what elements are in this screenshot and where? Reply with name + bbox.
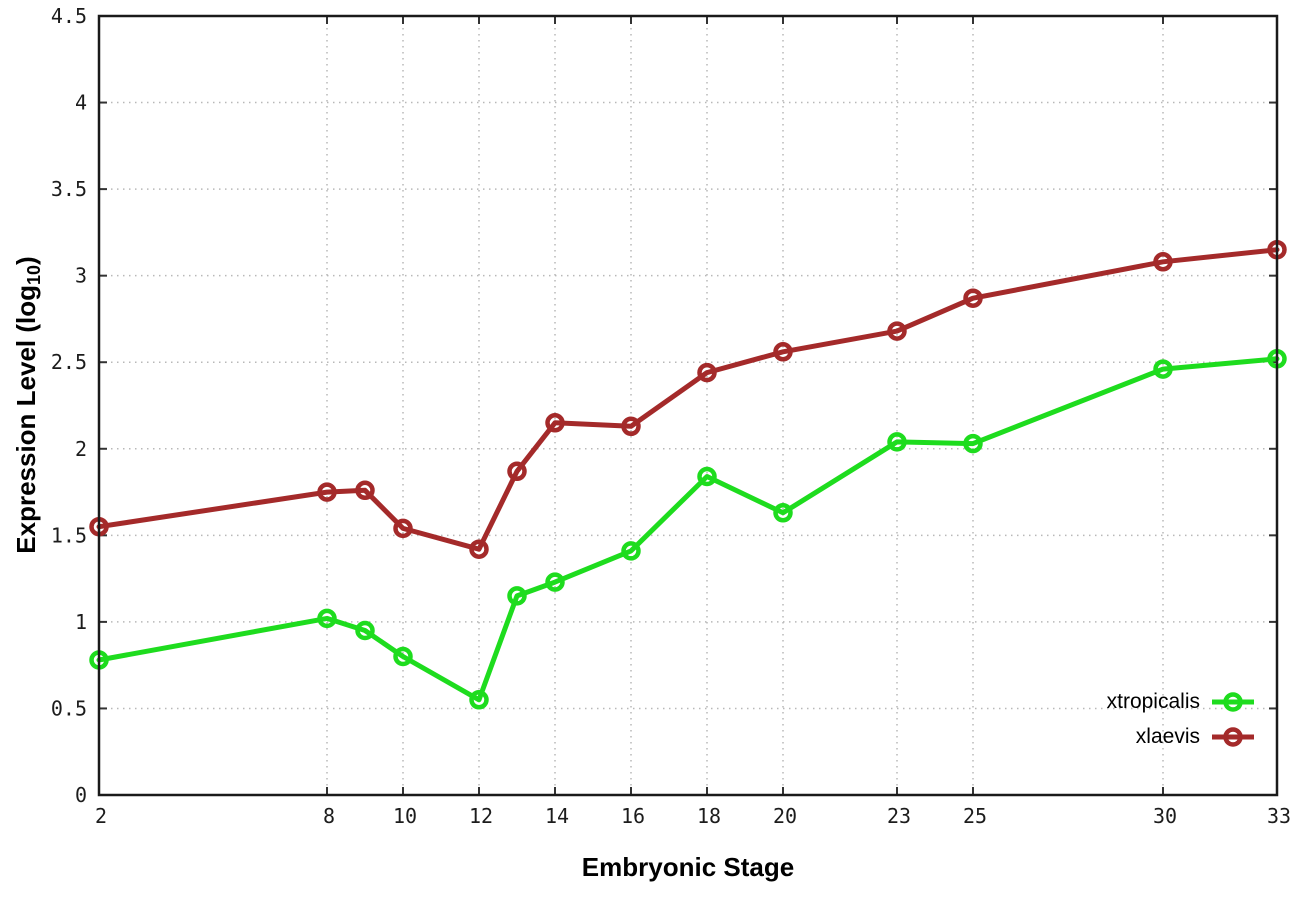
marker-xtropicalis-stage-30 [1153,359,1173,379]
marker-xtropicalis-stage-14 [545,572,565,592]
marker-xtropicalis-stage-20 [773,503,793,523]
legend-marker-xlaevis [1212,726,1254,747]
legend-item-xtropicalis: xtropicalis [1107,685,1256,718]
x-tick-label-25: 25 [963,804,987,828]
series-line-xtropicalis [96,356,1280,703]
x-tick-label-18: 18 [697,804,721,828]
marker-xlaevis-stage-23 [887,321,907,341]
y-tick-label-0.5: 0.5 [51,696,87,720]
x-tick-label-33: 33 [1267,804,1291,828]
series-line-xlaevis [96,247,1280,552]
y-tick-label-2: 2 [75,437,87,461]
series-layer [89,239,1287,710]
x-tick-label-10: 10 [393,804,417,828]
marker-xlaevis-stage-12 [469,539,489,559]
legend: xtropicalis xlaevis [1107,685,1256,753]
marker-xlaevis-stage-13 [507,461,527,482]
x-tick-label-16: 16 [621,804,645,828]
legend-label-xlaevis: xlaevis [1135,725,1200,748]
y-axis-title-text: Expression Level (log [11,284,41,554]
x-tick-label-2: 2 [95,804,107,828]
marker-xtropicalis-stage-9 [355,620,375,641]
x-tick-label-14: 14 [545,804,569,828]
x-tick-label-23: 23 [887,804,911,828]
tick-label-layer: 2 8 10 12 14 16 18 20 23 25 30 33 0 0.5 1 1.5 2 2.5 3 3.5 4 4… [51,4,1291,828]
marker-xlaevis-stage-14 [545,413,565,433]
y-axis-title-close: ) [11,256,41,265]
marker-xlaevis-stage-30 [1153,252,1173,272]
y-tick-label-1.5: 1.5 [51,523,87,547]
tick-layer [98,15,1278,796]
marker-xtropicalis-stage-10 [393,646,413,667]
y-tick-label-3: 3 [75,264,87,288]
marker-xtropicalis-stage-13 [507,586,527,606]
x-tick-label-12: 12 [469,804,493,828]
y-axis-title: Expression Level (log10) [11,256,45,553]
y-tick-label-0: 0 [75,783,87,807]
y-tick-label-1: 1 [75,610,87,634]
legend-label-xtropicalis: xtropicalis [1106,690,1200,713]
marker-xlaevis-stage-9 [355,480,375,501]
marker-xlaevis-stage-10 [393,518,413,539]
plot-border-layer [97,14,1279,797]
x-tick-label-8: 8 [323,804,335,828]
y-tick-label-3.5: 3.5 [51,177,87,201]
marker-xlaevis-stage-25 [963,288,983,308]
x-axis-title: Embryonic Stage [581,852,795,882]
y-tick-label-4: 4 [75,91,87,115]
legend-marker-xtropicalis [1212,691,1254,712]
marker-xtropicalis-stage-25 [963,433,983,454]
grid-layer [98,15,1278,796]
legend-item-xlaevis: xlaevis [1136,720,1256,753]
marker-xtropicalis-stage-18 [697,466,717,487]
x-tick-label-20: 20 [773,804,797,828]
y-tick-label-4.5: 4.5 [51,4,87,28]
y-axis-title-subscript: 10 [24,264,44,285]
plot-border [97,14,1279,797]
x-tick-label-30: 30 [1153,804,1177,828]
marker-xlaevis-stage-18 [697,362,717,383]
marker-xtropicalis-stage-16 [621,541,641,561]
marker-xtropicalis-stage-12 [469,690,489,710]
y-tick-label-2.5: 2.5 [51,350,87,374]
marker-xlaevis-stage-8 [317,482,337,502]
marker-xtropicalis-stage-23 [887,432,907,452]
marker-xlaevis-stage-20 [773,342,793,362]
marker-xtropicalis-stage-8 [317,608,337,629]
marker-xlaevis-stage-16 [621,416,641,437]
